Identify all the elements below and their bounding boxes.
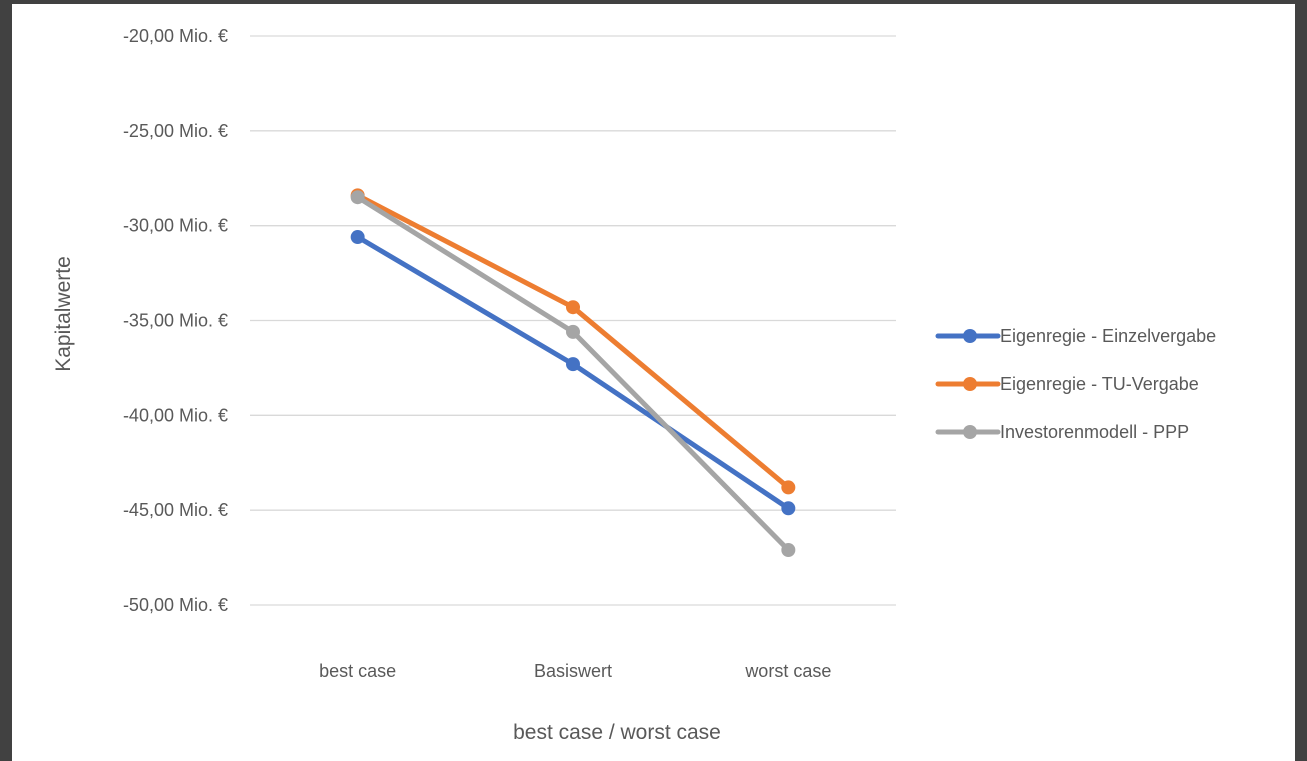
data-point [566, 324, 580, 339]
y-tick-label: -45,00 Mio. € [123, 500, 228, 520]
y-tick-label: -20,00 Mio. € [123, 26, 228, 46]
series [350, 190, 796, 557]
y-axis-tick-labels: -20,00 Mio. € -25,00 Mio. € -30,00 Mio. € -… [123, 26, 228, 615]
x-tick-label: Basiswert [534, 661, 612, 681]
legend-item: Eigenregie - TU-Vergabe [935, 374, 1199, 394]
y-axis-title: Kapitalwerte [52, 256, 75, 372]
series-line [355, 234, 791, 511]
y-tick-label: -35,00 Mio. € [123, 311, 228, 331]
legend-swatch-marker [963, 329, 977, 343]
legend-label: Eigenregie - Einzelvergabe [1000, 326, 1216, 346]
series-line [355, 194, 791, 553]
line-chart: -20,00 Mio. € -25,00 Mio. € -30,00 Mio. € -… [52, 26, 1216, 744]
x-axis-title: best case / worst case [513, 721, 721, 744]
data-point [781, 501, 796, 516]
data-point [566, 300, 580, 315]
y-tick-label: -50,00 Mio. € [123, 595, 228, 615]
y-tick-label: -25,00 Mio. € [123, 121, 228, 141]
data-point [350, 190, 365, 205]
legend: Eigenregie - Einzelvergabe Eigenregie - T… [935, 326, 1216, 442]
x-axis-tick-labels: best case Basiswert worst case [319, 661, 831, 681]
series-lines [350, 188, 796, 557]
legend-label: Eigenregie - TU-Vergabe [1000, 374, 1199, 394]
legend-label: Investorenmodell - PPP [1000, 422, 1189, 442]
y-tick-label: -40,00 Mio. € [123, 405, 228, 425]
legend-swatch-marker [963, 377, 977, 391]
gridlines [250, 35, 896, 606]
data-point [566, 357, 580, 372]
data-point [350, 230, 365, 245]
legend-swatch-marker [963, 425, 977, 439]
chart-frame: -20,00 Mio. € -25,00 Mio. € -30,00 Mio. € -… [12, 4, 1295, 761]
x-tick-label: best case [319, 661, 396, 681]
legend-item: Eigenregie - Einzelvergabe [935, 326, 1216, 346]
series [350, 230, 796, 516]
legend-item: Investorenmodell - PPP [935, 422, 1189, 442]
x-tick-label: worst case [744, 661, 831, 681]
y-tick-label: -30,00 Mio. € [123, 216, 228, 236]
data-point [781, 480, 796, 495]
data-point [781, 542, 796, 557]
